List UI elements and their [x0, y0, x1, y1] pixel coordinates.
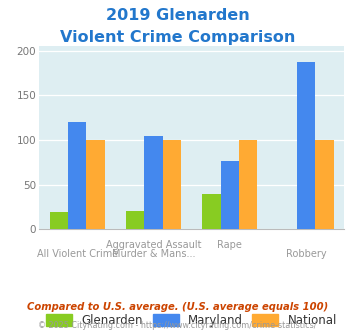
- Bar: [297, 62, 315, 229]
- Bar: [126, 211, 144, 229]
- Bar: [86, 140, 105, 229]
- Text: Robbery: Robbery: [286, 249, 327, 259]
- Text: © 2025 CityRating.com - https://www.cityrating.com/crime-statistics/: © 2025 CityRating.com - https://www.city…: [38, 321, 317, 330]
- Text: Murder & Mans...: Murder & Mans...: [112, 249, 195, 259]
- Bar: [144, 136, 163, 229]
- Legend: Glenarden, Maryland, National: Glenarden, Maryland, National: [43, 310, 341, 330]
- Text: Rape: Rape: [217, 240, 242, 250]
- Text: All Violent Crime: All Violent Crime: [37, 249, 118, 259]
- Bar: [163, 140, 181, 229]
- Bar: [239, 140, 257, 229]
- Text: Compared to U.S. average. (U.S. average equals 100): Compared to U.S. average. (U.S. average …: [27, 302, 328, 312]
- Text: Aggravated Assault: Aggravated Assault: [106, 240, 201, 250]
- Text: 2019 Glenarden: 2019 Glenarden: [106, 8, 249, 23]
- Bar: [202, 194, 221, 229]
- Text: Violent Crime Comparison: Violent Crime Comparison: [60, 30, 295, 45]
- Bar: [50, 213, 68, 229]
- Bar: [221, 161, 239, 229]
- Bar: [315, 140, 334, 229]
- Bar: [68, 122, 86, 229]
